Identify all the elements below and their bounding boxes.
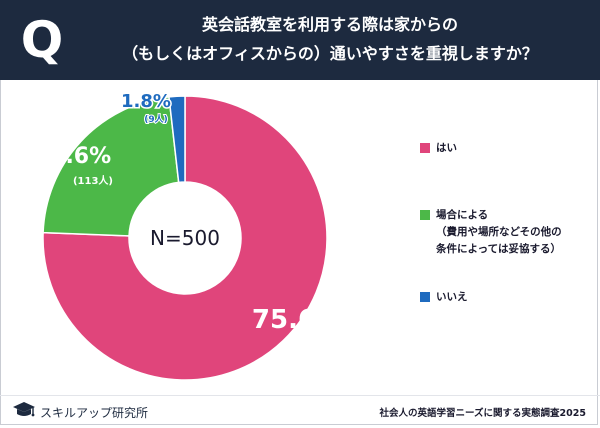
question-title-line1: 英会話教室を利用する際は家からの [201, 15, 458, 34]
legend-label-depends: 場合による （費用や場所などその他の 条件によっては妥協する） [436, 207, 562, 258]
percent-label-yes: 75.6% [252, 305, 342, 335]
count-label-no: (9人) [144, 113, 168, 125]
donut-chart: 75.6%(378人) 22.6% (113人) 1.8%(9人) N=500 [35, 90, 342, 381]
question-title: 英会話教室を利用する際は家からの （もしくはオフィスからの）通いやすさを重視しま… [80, 10, 580, 68]
q-mark: Q [20, 11, 64, 69]
question-header: Q 英会話教室を利用する際は家からの （もしくはオフィスからの）通いやすさを重視… [0, 0, 600, 80]
legend-label-depends-main: 場合による [436, 209, 489, 221]
brand-logo-text: スキルアップ研究所 [40, 406, 149, 420]
slice-yes [42, 95, 328, 381]
center-label: N=500 [150, 226, 220, 250]
count-label-yes: (378人) [285, 335, 329, 349]
footer: スキルアップ研究所 社会人の英語学習ニーズに関する実態調査2025 [0, 395, 600, 428]
source-note: 社会人の英語学習ニーズに関する実態調査2025 [379, 408, 586, 419]
legend-label-no: いいえ [436, 291, 468, 303]
percent-label-depends: 22.6% [35, 144, 111, 169]
legend-item-no: いいえ [420, 289, 468, 306]
legend-label-depends-sub2: 条件によっては妥協する） [436, 243, 561, 255]
graduation-cap-icon [13, 402, 35, 417]
legend-label-yes: はい [436, 142, 457, 154]
legend-label-depends-sub1: （費用や場所などその他の [436, 226, 562, 238]
percent-label-no: 1.8% [121, 91, 171, 112]
legend-swatch-no [420, 292, 430, 302]
question-title-line2: （もしくはオフィスからの）通いやすさを重視しますか？ [122, 44, 538, 63]
chart-area: 75.6% (378人) 22.6% (113人) 1.8% (9人) N=500 はい 場… [0, 80, 600, 395]
legend-item-depends: 場合による （費用や場所などその他の 条件によっては妥協する） [420, 207, 562, 258]
legend-item-yes: はい [420, 140, 457, 157]
legend: はい 場合による （費用や場所などその他の 条件によっては妥協する） いいえ [420, 80, 600, 395]
legend-swatch-yes [420, 143, 430, 153]
slice-depends [42, 96, 180, 237]
slice-no [168, 95, 186, 184]
count-label-depends: (113人) [73, 174, 113, 187]
legend-swatch-depends [420, 210, 430, 220]
